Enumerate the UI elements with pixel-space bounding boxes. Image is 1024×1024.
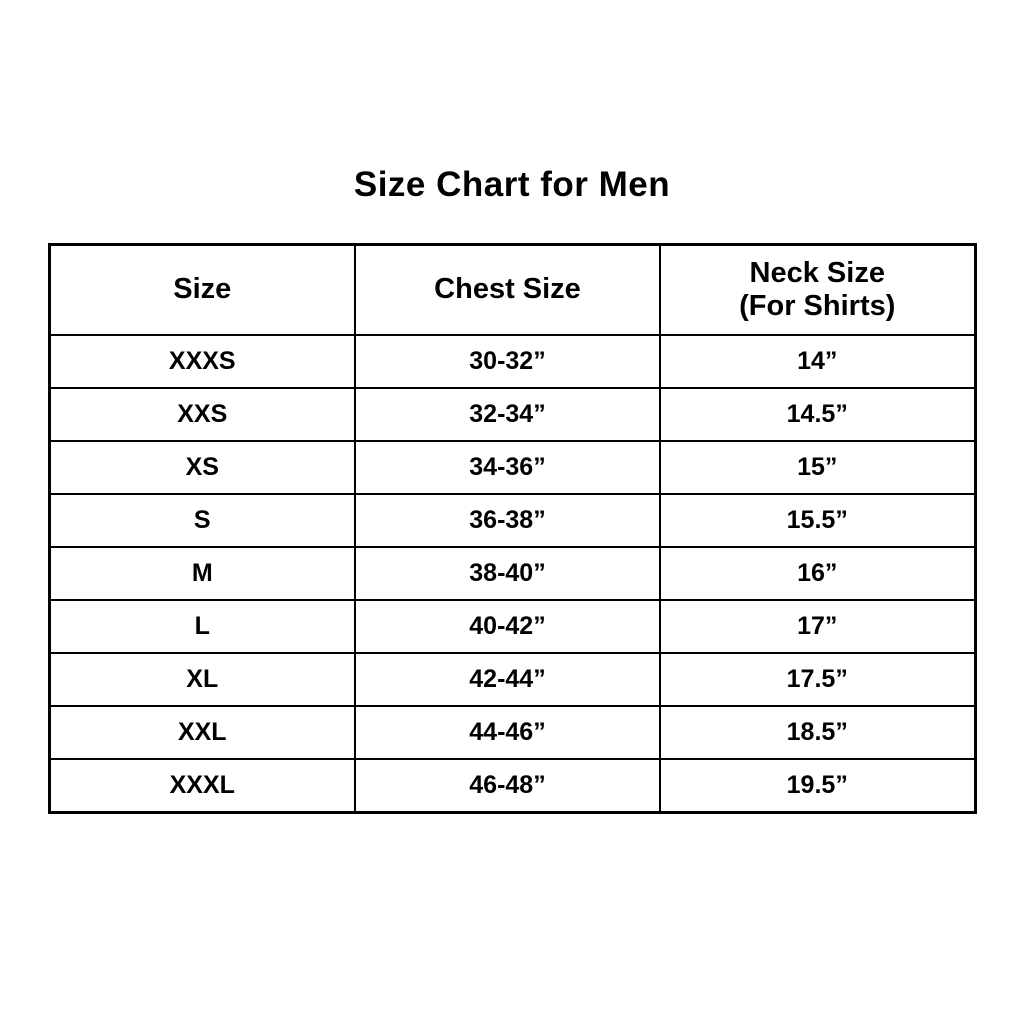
table-row: L 40-42” 17” bbox=[48, 599, 976, 654]
size-cell: XL bbox=[48, 652, 356, 707]
chest-size-cell: 34-36” bbox=[354, 440, 661, 495]
size-cell: XS bbox=[48, 440, 356, 495]
neck-size-cell: 15.5” bbox=[659, 493, 976, 548]
table-row: XXXL 46-48” 19.5” bbox=[48, 758, 976, 814]
neck-size-cell: 14.5” bbox=[659, 387, 976, 442]
header-row: Size Chest Size Neck Size (For Shirts) bbox=[48, 243, 976, 336]
table-row: XS 34-36” 15” bbox=[48, 440, 976, 495]
neck-size-cell: 17” bbox=[659, 599, 976, 654]
neck-size-cell: 15” bbox=[659, 440, 976, 495]
size-cell: XXXL bbox=[48, 758, 356, 814]
size-chart-table: Size Chest Size Neck Size (For Shirts) X… bbox=[47, 243, 977, 814]
chest-size-cell: 32-34” bbox=[354, 387, 661, 442]
chest-size-cell: 36-38” bbox=[354, 493, 661, 548]
chest-size-cell: 40-42” bbox=[354, 599, 661, 654]
chest-size-cell: 42-44” bbox=[354, 652, 661, 707]
size-cell: XXL bbox=[48, 705, 356, 760]
neck-size-cell: 17.5” bbox=[659, 652, 976, 707]
neck-size-cell: 16” bbox=[659, 546, 976, 601]
size-cell: XXXS bbox=[48, 334, 356, 389]
table-header: Size Chest Size Neck Size (For Shirts) bbox=[48, 243, 976, 336]
neck-size-cell: 19.5” bbox=[659, 758, 976, 814]
table-body: XXXS 30-32” 14” XXS 32-34” 14.5” XS 34-36” 15” S 3… bbox=[48, 334, 976, 814]
size-cell: M bbox=[48, 546, 356, 601]
page-title: Size Chart for Men bbox=[353, 165, 671, 204]
column-header-neck-size: Neck Size (For Shirts) bbox=[659, 243, 976, 336]
table-row: S 36-38” 15.5” bbox=[48, 493, 976, 548]
column-header-chest-size: Chest Size bbox=[354, 243, 661, 336]
table-row: XXXS 30-32” 14” bbox=[48, 334, 976, 389]
size-cell: L bbox=[48, 599, 356, 654]
chest-size-cell: 30-32” bbox=[354, 334, 661, 389]
chest-size-cell: 38-40” bbox=[354, 546, 661, 601]
size-cell: XXS bbox=[48, 387, 356, 442]
neck-size-cell: 14” bbox=[659, 334, 976, 389]
table-row: XXS 32-34” 14.5” bbox=[48, 387, 976, 442]
table-row: XXL 44-46” 18.5” bbox=[48, 705, 976, 760]
table-row: XL 42-44” 17.5” bbox=[48, 652, 976, 707]
chest-size-cell: 46-48” bbox=[354, 758, 661, 814]
table-row: M 38-40” 16” bbox=[48, 546, 976, 601]
column-header-neck-size-label: Neck Size bbox=[749, 256, 885, 289]
column-header-size: Size bbox=[48, 243, 356, 336]
column-header-neck-size-sublabel: (For Shirts) bbox=[739, 290, 896, 322]
neck-size-cell: 18.5” bbox=[659, 705, 976, 760]
chest-size-cell: 44-46” bbox=[354, 705, 661, 760]
size-cell: S bbox=[48, 493, 356, 548]
